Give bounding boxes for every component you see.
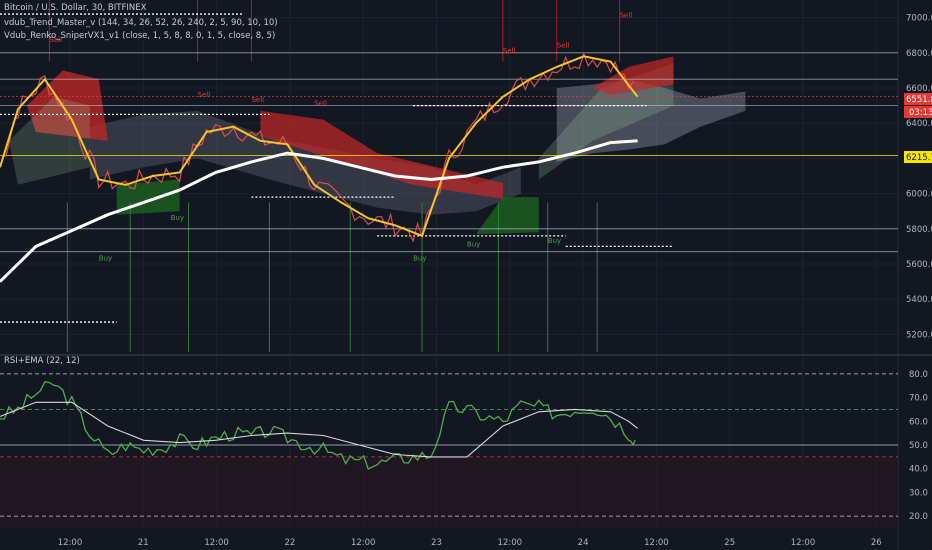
time-tick-label: 12:00 [351,538,376,548]
price-tags: 6551.8 03:13 6215.7 [904,93,932,163]
price-tick-label: 7000.0 [906,14,932,24]
rsi-low-zone [0,456,898,528]
time-tick-label: 12:00 [644,538,669,548]
countdown-tag [904,106,932,118]
sell-signal: Sell [314,100,327,108]
rsi-label[interactable]: RSI+EMA (22, 12) [4,356,80,366]
symbol-title: Bitcoin / U.S. Dollar, 30, BITFINEX [4,3,147,13]
cloud-past [89,110,521,215]
bear-band [592,56,674,96]
price-tick-label: 5200.0 [906,330,932,340]
rsi-line [0,380,636,470]
sell-signal: Sell [251,96,264,104]
sell-signal: Sell [620,12,633,20]
rsi-axis[interactable]: 80.0 70.0 60.0 50.0 40.0 30.0 20.0 [909,370,928,522]
time-tick-label: 23 [431,538,442,548]
sell-signal: Sell [49,36,62,44]
price-candles [0,51,634,243]
sell-signal: Sell [503,47,516,55]
rsi-tick-label: 80.0 [909,370,928,380]
time-tick-label: 22 [284,538,295,548]
level-tag [904,151,932,163]
price-tick-label: 6000.0 [906,190,932,200]
sell-signal: Sell [557,42,570,50]
buy-signal: Buy [467,240,480,248]
price-tick-label: 6400.0 [906,119,932,129]
rsi-tick-label: 60.0 [909,417,928,427]
rsi-tick-label: 30.0 [909,488,928,498]
last-price-text: 6551.8 [906,95,932,105]
countdown-text: 03:13 [909,108,932,118]
trend-ema [0,55,639,238]
buy-signal: Buy [548,237,561,245]
signal-labels: Sell Sell Sell Sell Sell Sell Sell Buy Buy Buy Buy… [49,12,632,263]
price-tick-label: 6600.0 [906,84,932,94]
price-levels [0,13,898,323]
price-tick-label: 6800.0 [906,49,932,59]
time-axis[interactable]: 12:00 21 12:00 22 12:00 23 12:00 24 12:00 25 12:00… [58,538,882,548]
ichimoku-cloud [89,79,746,215]
bull-fan [538,63,674,180]
last-price-tag [904,93,932,105]
buy-signal: Buy [99,254,112,262]
level-text: 6215.7 [906,153,932,163]
time-tick-label: 26 [871,538,882,548]
buy-signal: Buy [171,214,184,222]
time-tick-label: 24 [578,538,589,548]
time-tick-label: 12:00 [58,538,83,548]
moving-average [0,139,638,283]
price-tick-label: 5600.0 [906,260,932,270]
time-tick-label: 25 [724,538,735,548]
signal-lines [48,0,621,352]
time-tick-label: 12:00 [791,538,816,548]
sell-signal: Sell [198,91,211,99]
rsi-series [0,380,638,470]
rsi-ema-line [0,401,638,458]
rsi-tick-label: 20.0 [909,512,928,522]
time-tick-label: 21 [138,538,149,548]
time-tick-label: 12:00 [498,538,523,548]
rsi-tick-label: 40.0 [909,465,928,475]
buy-signal: Buy [413,254,426,262]
indicator-1-label[interactable]: vdub_Trend_Master_v (144, 34, 26, 52, 26… [4,18,278,28]
cloud-future [556,79,746,162]
price-tick-label: 5400.0 [906,295,932,305]
time-tick-label: 12:00 [204,538,229,548]
rsi-tick-label: 70.0 [909,394,928,404]
indicator-2-label[interactable]: Vdub_Renko_SniperVX1_v1 (close, 1, 5, 8,… [4,31,276,41]
price-tick-label: 5800.0 [906,225,932,235]
price-series [0,51,639,283]
rsi-tick-label: 50.0 [909,441,928,451]
bull-band [475,197,539,235]
